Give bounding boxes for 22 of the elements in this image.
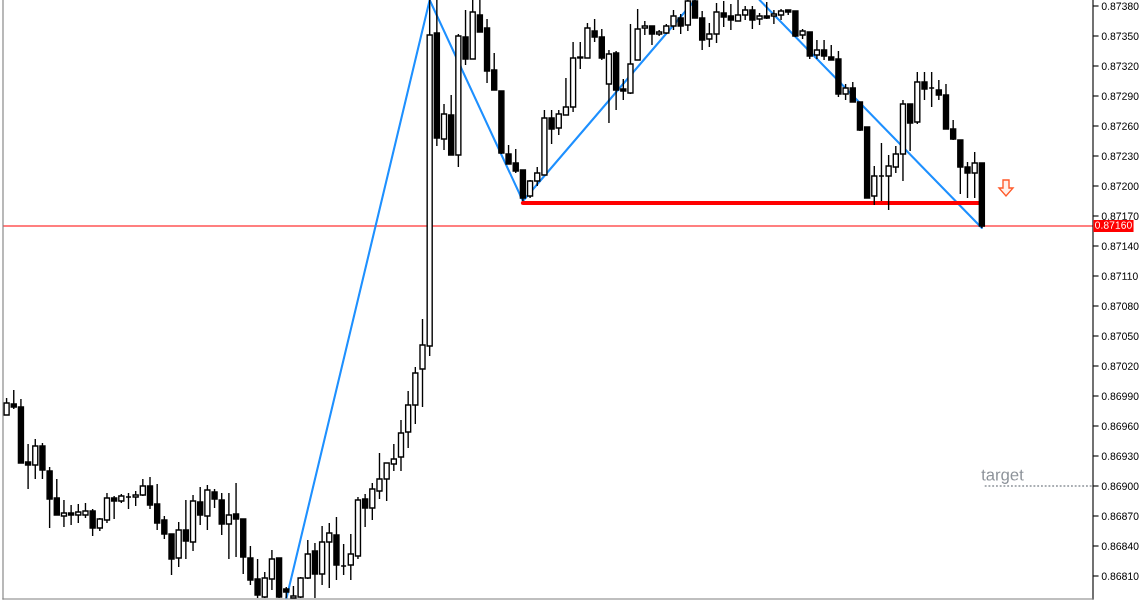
y-tick-label: 0.87050 — [1101, 332, 1139, 340]
y-tick-label: 0.86960 — [1101, 422, 1139, 430]
y-tick-label: 0.87170 — [1101, 212, 1139, 220]
y-tick-label: 0.87230 — [1101, 152, 1139, 160]
y-tick-label: 0.86900 — [1101, 482, 1139, 490]
ref-line-label: 0.87160 — [1095, 221, 1132, 229]
y-tick-label: 0.87080 — [1101, 302, 1139, 310]
y-tick-label: 0.87110 — [1101, 272, 1138, 280]
y-tick-label: 0.87290 — [1101, 92, 1139, 100]
y-tick-label: 0.87380 — [1101, 2, 1139, 10]
y-tick-label: 0.86990 — [1101, 392, 1139, 400]
y-tick-label: 0.87260 — [1101, 122, 1139, 130]
y-tick-label: 0.86810 — [1101, 572, 1139, 580]
y-tick-label: 0.87140 — [1101, 242, 1139, 250]
y-tick-label: 0.87320 — [1101, 62, 1139, 70]
y-tick-label: 0.87350 — [1101, 32, 1139, 40]
y-tick-label: 0.87020 — [1101, 362, 1139, 370]
y-tick-label: 0.86930 — [1101, 452, 1139, 460]
ref-line-label: target — [981, 469, 1024, 484]
y-tick-label: 0.87200 — [1101, 182, 1139, 190]
y-tick-label: 0.86870 — [1101, 512, 1139, 520]
y-tick-label: 0.86840 — [1101, 542, 1139, 550]
